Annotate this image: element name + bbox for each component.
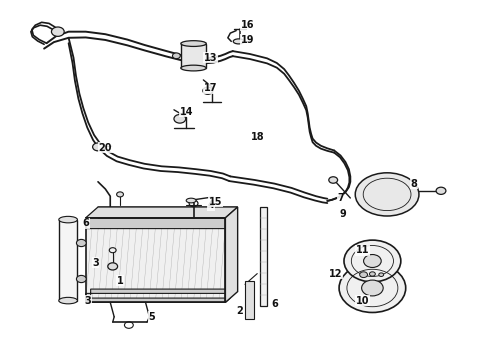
Text: 12: 12	[329, 269, 343, 279]
Text: 18: 18	[250, 132, 264, 142]
Circle shape	[339, 264, 406, 312]
Text: 3: 3	[92, 258, 99, 268]
Text: 15: 15	[209, 197, 222, 207]
Polygon shape	[86, 207, 238, 229]
Polygon shape	[86, 207, 238, 218]
Text: 3: 3	[85, 296, 92, 306]
Circle shape	[344, 240, 401, 282]
Circle shape	[360, 272, 368, 278]
Text: 13: 13	[204, 53, 218, 63]
Circle shape	[329, 177, 338, 183]
Text: 6: 6	[82, 218, 89, 228]
Polygon shape	[225, 207, 238, 302]
Polygon shape	[245, 281, 254, 319]
Text: 19: 19	[241, 35, 254, 45]
Circle shape	[369, 272, 375, 276]
Circle shape	[117, 192, 123, 197]
Circle shape	[76, 275, 86, 283]
Polygon shape	[86, 289, 230, 302]
Text: 11: 11	[356, 245, 369, 255]
Circle shape	[379, 273, 384, 276]
Circle shape	[93, 143, 103, 151]
Polygon shape	[260, 207, 267, 306]
Text: 10: 10	[356, 296, 369, 306]
Polygon shape	[59, 220, 77, 301]
Ellipse shape	[181, 41, 206, 46]
Circle shape	[172, 53, 180, 59]
Text: 14: 14	[179, 107, 193, 117]
Ellipse shape	[59, 216, 77, 223]
Text: 1: 1	[117, 276, 123, 286]
Text: 8: 8	[411, 179, 417, 189]
Circle shape	[174, 114, 186, 123]
Text: 16: 16	[241, 20, 254, 30]
Text: 17: 17	[204, 83, 218, 93]
Ellipse shape	[186, 198, 196, 203]
Circle shape	[51, 27, 64, 36]
Circle shape	[364, 255, 381, 267]
Ellipse shape	[59, 297, 77, 304]
Text: 20: 20	[98, 143, 112, 153]
Text: 6: 6	[271, 299, 278, 309]
Circle shape	[108, 263, 118, 270]
Text: 9: 9	[340, 209, 346, 219]
Bar	[181, 44, 206, 68]
Ellipse shape	[181, 65, 206, 71]
Ellipse shape	[233, 39, 244, 44]
Circle shape	[76, 239, 86, 247]
Text: 7: 7	[337, 193, 344, 203]
Circle shape	[203, 87, 213, 94]
Text: 4: 4	[207, 200, 214, 210]
Circle shape	[362, 280, 383, 296]
Circle shape	[436, 187, 446, 194]
Text: 2: 2	[237, 306, 244, 316]
Ellipse shape	[355, 173, 419, 216]
Text: 5: 5	[148, 312, 155, 322]
Polygon shape	[86, 218, 225, 302]
